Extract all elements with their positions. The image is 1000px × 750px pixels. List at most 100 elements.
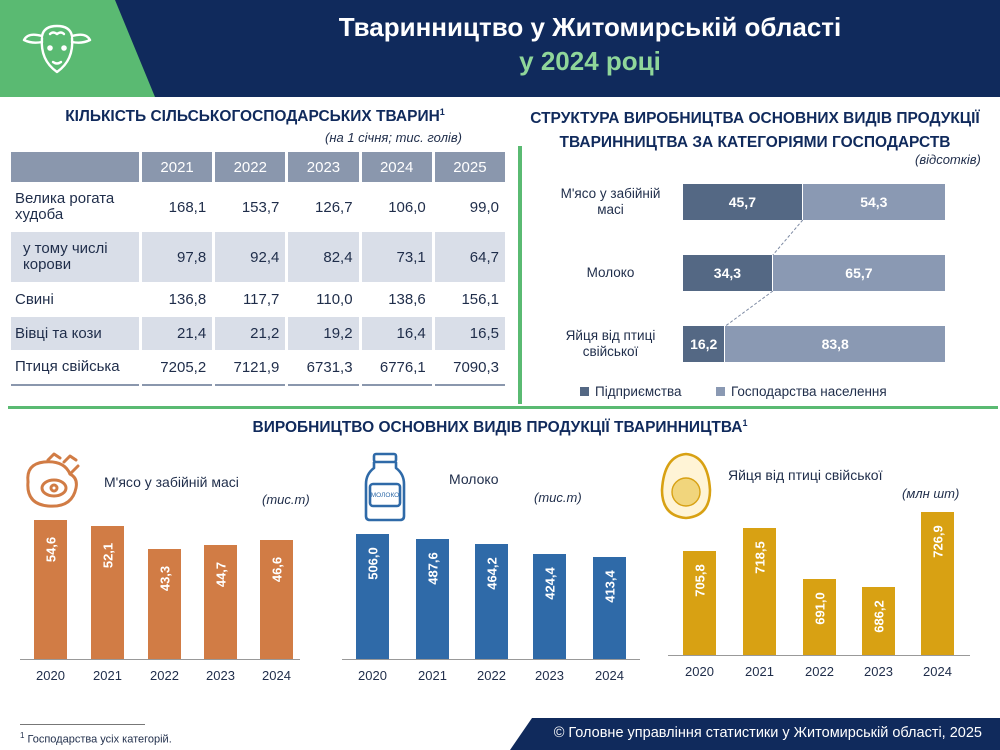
livestock-title: КІЛЬКІСТЬ СІЛЬСЬКОГОСПОДАРСЬКИХ ТВАРИН1 bbox=[20, 107, 490, 126]
table-cell: 136,8 bbox=[168, 291, 207, 308]
table-row: Велика рогата худоба 168,1 153,7 126,7 1… bbox=[11, 182, 505, 232]
year-tick-label: 2020 bbox=[685, 664, 714, 679]
structure-category-label: Яйця від птиці свійської bbox=[565, 328, 656, 359]
bar-value-label: 46,6 bbox=[269, 557, 284, 583]
livestock-title-text: КІЛЬКІСТЬ СІЛЬСЬКОГОСПОДАРСЬКИХ ТВАРИН bbox=[65, 108, 440, 126]
table-cell: 97,8 bbox=[142, 232, 213, 282]
milk-bottle-text: МОЛОКО bbox=[371, 492, 400, 499]
row-label: Велика рогата худоба bbox=[15, 190, 115, 223]
table-cell: 138,6 bbox=[388, 291, 426, 308]
legend-swatch bbox=[716, 387, 725, 396]
year-tick-label: 2020 bbox=[36, 668, 65, 683]
footnote: 1 Господарства усіх категорій. bbox=[20, 731, 172, 746]
table-cell: 16,5 bbox=[434, 317, 505, 350]
table-cell: 7121,9 bbox=[215, 350, 286, 386]
bar-value-label: 413,4 bbox=[602, 570, 617, 603]
structure-title: СТРУКТУРА ВИРОБНИЦТВА ОСНОВНИХ ВИДІВ ПРО… bbox=[512, 107, 998, 155]
row-label: Вівці та кози bbox=[11, 317, 139, 350]
table-header-row: 2021 2022 2023 2024 2025 bbox=[11, 152, 505, 182]
table-cell: 110,0 bbox=[316, 291, 353, 308]
row-label: у тому числі корови bbox=[11, 232, 139, 282]
connector-line bbox=[725, 290, 774, 327]
table-corner bbox=[11, 152, 139, 182]
structure-category-label: М'ясо у забійній масі bbox=[560, 186, 661, 217]
bar-segment-enterprises: 16,2 bbox=[683, 326, 725, 362]
table-cell: 117,7 bbox=[242, 291, 280, 308]
source-credit: © Головне управління статистики у Житоми… bbox=[553, 725, 982, 741]
table-cell: 6731,3 bbox=[288, 350, 359, 386]
milk-bar bbox=[416, 538, 449, 659]
milk-bar bbox=[475, 544, 508, 659]
footer-bar: © Головне управління статистики у Житоми… bbox=[510, 718, 1000, 750]
table-cell: 92,4 bbox=[215, 232, 286, 282]
year-header: 2025 bbox=[434, 152, 505, 182]
meat-caption: М'ясо у забійній масі bbox=[104, 474, 239, 490]
table-cell: 73,1 bbox=[361, 232, 432, 282]
egg-bar bbox=[862, 587, 895, 655]
meat-bar bbox=[204, 545, 237, 659]
legend-item-enterprises: Підприємства bbox=[580, 384, 682, 399]
table-row: Свині 136,8 117,7 110,0 138,6 156,1 bbox=[11, 282, 505, 317]
bar-segment-households: 65,7 bbox=[772, 255, 945, 291]
table-row: у тому числі корови 97,8 92,4 82,4 73,1 … bbox=[11, 232, 505, 282]
table-row: Птиця свійська 7205,2 7121,9 6731,3 6776… bbox=[11, 350, 505, 386]
bar-value-label: 43,3 bbox=[157, 565, 172, 591]
milk-bar bbox=[593, 556, 626, 659]
footnote-sup: 1 bbox=[20, 731, 25, 740]
table-cell: 19,2 bbox=[288, 317, 359, 350]
year-tick-label: 2021 bbox=[418, 668, 447, 683]
table-cell: 21,2 bbox=[215, 317, 286, 350]
structure-title-line1: СТРУКТУРА ВИРОБНИЦТВА ОСНОВНИХ ВИДІВ ПРО… bbox=[530, 110, 980, 127]
structure-category-label: Молоко bbox=[586, 265, 635, 280]
year-tick-label: 2024 bbox=[923, 664, 952, 679]
bar-value-label: 691,0 bbox=[812, 591, 827, 625]
bar-value-label: 726,9 bbox=[930, 525, 945, 558]
meat-unit: (тис.т) bbox=[262, 492, 310, 507]
year-tick-label: 2023 bbox=[206, 668, 235, 683]
table-cell: 106,0 bbox=[388, 198, 426, 216]
table-cell: 7205,2 bbox=[142, 350, 213, 386]
table-row: Вівці та кози 21,4 21,2 19,2 16,4 16,5 bbox=[11, 317, 505, 350]
bar-value-label: 487,6 bbox=[425, 551, 440, 585]
header-banner bbox=[0, 0, 1000, 97]
year-header: 2022 bbox=[215, 152, 286, 182]
connector-line bbox=[772, 219, 804, 256]
year-tick-label: 2020 bbox=[358, 668, 387, 683]
footnote-rule bbox=[20, 724, 145, 725]
eggs-unit: (млн шт) bbox=[902, 486, 960, 501]
year-tick-label: 2022 bbox=[805, 664, 834, 679]
bar-segment-households: 54,3 bbox=[802, 184, 945, 220]
milk-bar bbox=[533, 554, 566, 659]
page-title: Тваринництво у Житомирській області bbox=[338, 12, 842, 42]
production-title: ВИРОБНИЦТВО ОСНОВНИХ ВИДІВ ПРОДУКЦІЇ ТВА… bbox=[0, 418, 1000, 437]
x-axis-line bbox=[20, 659, 300, 660]
bar-value-label: 686,2 bbox=[871, 600, 886, 634]
table-cell: 168,1 bbox=[168, 198, 207, 216]
meat-bar bbox=[34, 520, 67, 659]
meat-bar bbox=[91, 526, 124, 659]
vertical-divider bbox=[518, 146, 522, 404]
legend-label: Господарства населення bbox=[731, 384, 887, 399]
table-cell: 82,4 bbox=[288, 232, 359, 282]
x-axis-line bbox=[342, 659, 640, 660]
year-tick-label: 2024 bbox=[595, 668, 624, 683]
table-cell: 99,0 bbox=[469, 198, 499, 216]
x-axis-line bbox=[668, 655, 970, 656]
livestock-title-sup: 1 bbox=[439, 107, 445, 117]
table-cell: 153,7 bbox=[241, 198, 280, 216]
year-tick-label: 2023 bbox=[535, 668, 564, 683]
table-cell: 16,4 bbox=[361, 317, 432, 350]
sheep-icon bbox=[22, 24, 92, 74]
egg-bar bbox=[683, 551, 716, 655]
meat-bar bbox=[260, 540, 293, 659]
milk-bar bbox=[356, 534, 389, 659]
page-subtitle: у 2024 році bbox=[519, 46, 661, 76]
year-tick-label: 2021 bbox=[93, 668, 122, 683]
table-cell: 7090,3 bbox=[434, 350, 505, 386]
footnote-text: Господарства усіх категорій. bbox=[27, 733, 172, 746]
year-header: 2023 bbox=[288, 152, 359, 182]
meat-icon bbox=[26, 452, 80, 508]
bar-value-label: 718,5 bbox=[752, 540, 767, 574]
egg-bar bbox=[803, 578, 836, 655]
bar-value-label: 705,8 bbox=[692, 564, 707, 597]
